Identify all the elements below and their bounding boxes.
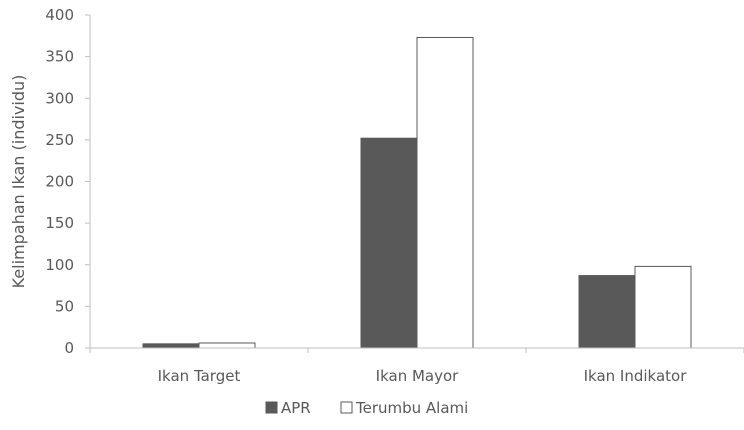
y-tick-label: 150 (45, 214, 74, 232)
bar-terumbu-alami (416, 36, 474, 349)
y-tick-label: 300 (45, 89, 74, 107)
y-tick-label: 50 (55, 297, 74, 315)
bar-apr (360, 137, 418, 349)
bar-terumbu-alami (634, 265, 692, 349)
x-tick-label: Ikan Target (158, 367, 241, 385)
legend-label-terumbu-alami: Terumbu Alami (355, 399, 468, 417)
legend-swatch-apr (265, 401, 278, 414)
y-tick-label: 400 (45, 6, 74, 24)
y-tick-label: 100 (45, 256, 74, 274)
y-tick-label: 250 (45, 131, 74, 149)
x-tick-label: Ikan Mayor (376, 367, 460, 385)
bar-terumbu-alami (198, 342, 256, 349)
legend-swatch-terumbu-alami (340, 401, 353, 414)
y-axis-ticks: 0 50 100 150 200 250 300 350 400 (45, 6, 90, 357)
y-tick-label: 0 (64, 339, 74, 357)
y-tick-label: 350 (45, 48, 74, 66)
legend-label-apr: APR (281, 399, 311, 417)
x-axis-ticks: Ikan Target Ikan Mayor Ikan Indikator (89, 348, 744, 385)
y-axis-title: Kelimpahan Ikan (individu) (9, 75, 28, 289)
y-tick-label: 200 (45, 173, 74, 191)
x-tick-label: Ikan Indikator (584, 367, 688, 385)
bar-apr (578, 275, 636, 349)
bar-apr (142, 343, 200, 349)
legend: APR Terumbu Alami (265, 399, 468, 417)
bars-layer (142, 36, 692, 349)
